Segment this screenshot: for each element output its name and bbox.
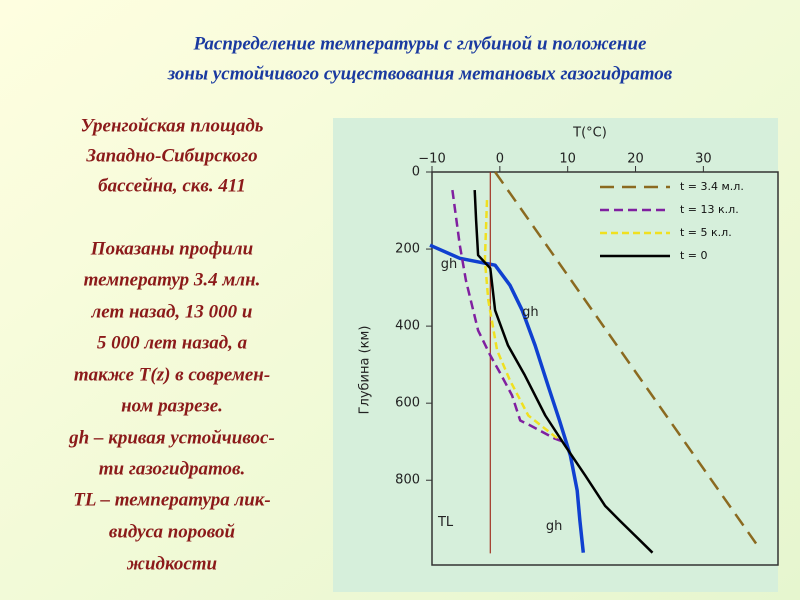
- legend-label: t = 5 к.л.: [680, 226, 732, 239]
- y-tick-label: 600: [395, 396, 420, 411]
- legend-label: t = 13 к.л.: [680, 203, 739, 216]
- caption-line: видуса поровой: [109, 521, 235, 542]
- caption-line: Уренгойская площадь: [81, 115, 264, 136]
- x-tick-label: 0: [496, 152, 504, 167]
- x-tick-label: −10: [418, 152, 445, 167]
- caption-line: температур 3.4 млн.: [84, 269, 261, 290]
- caption-line: также T(z) в современ-: [74, 364, 270, 385]
- curve: [429, 243, 586, 553]
- caption-line: лет назад, 13 000 и: [91, 301, 253, 322]
- annotation: gh: [546, 519, 563, 534]
- caption-line: Показаны профили: [90, 238, 253, 259]
- annotation: TL: [437, 515, 454, 530]
- annotation: gh: [522, 305, 539, 320]
- x-axis-label: T(°C): [572, 126, 607, 141]
- y-tick-label: 400: [395, 319, 420, 334]
- caption-line: TL – температура лик-: [73, 489, 271, 510]
- y-tick-label: 200: [395, 242, 420, 257]
- y-tick-label: 0: [412, 165, 420, 180]
- y-axis-label: Глубина (км): [358, 326, 373, 415]
- caption-line: жидкости: [126, 553, 217, 574]
- caption-line: gh – кривая устойчивос-: [68, 427, 275, 448]
- x-tick-label: 30: [695, 152, 712, 167]
- series-line: [483, 200, 561, 442]
- y-tick-label: 800: [395, 473, 420, 488]
- caption-line: ном разрезе.: [121, 395, 223, 416]
- legend-label: t = 3.4 м.л.: [680, 180, 744, 193]
- x-tick-label: 20: [627, 152, 644, 167]
- caption-line: Западно-Сибирского: [85, 145, 257, 166]
- caption-line: бассейна, скв. 411: [98, 175, 246, 196]
- annotation: gh: [441, 257, 458, 272]
- legend-label: t = 0: [680, 249, 708, 262]
- series-line: [473, 190, 654, 554]
- series-line: [451, 189, 566, 444]
- slide-title: Распределение температуры с глубиной и п…: [193, 33, 648, 54]
- caption-line: ти газогидратов.: [99, 458, 246, 479]
- x-tick-label: 10: [559, 152, 576, 167]
- caption-line: 5 000 лет назад, а: [97, 332, 248, 353]
- chart-panel: [333, 118, 778, 592]
- slide-title: зоны устойчивого существования метановых…: [167, 63, 673, 84]
- series-line: [494, 171, 759, 547]
- plot-frame: [431, 171, 779, 566]
